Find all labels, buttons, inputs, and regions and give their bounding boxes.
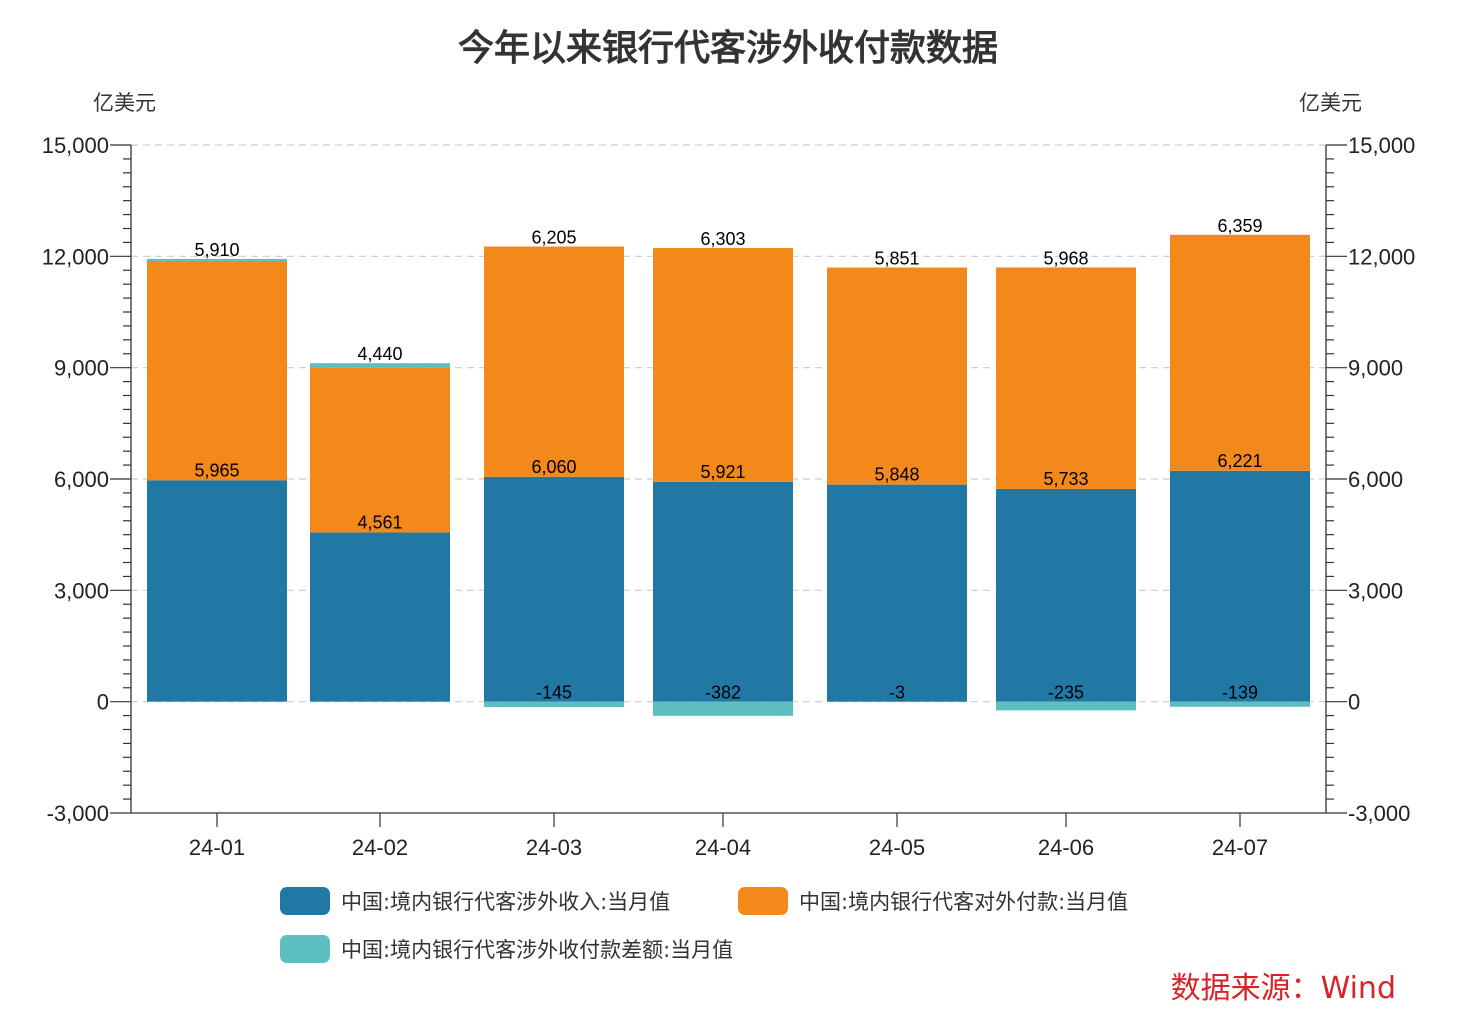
- data-label-diff: -139: [1222, 683, 1258, 703]
- chart-title: 今年以来银行代客涉外收付款数据: [458, 28, 998, 69]
- data-labels: 5,965 5,910 4,561 4,440 6,060 6,205 -145 5,921 6…: [194, 216, 1262, 703]
- bar-payment: [653, 248, 793, 482]
- axes: -3,000 -3,000 0 0 3,000 3,000 6,000 6,000 9,000 9…: [42, 133, 1416, 860]
- y-tick-label-right: 9,000: [1348, 356, 1403, 381]
- data-label-income: 6,221: [1217, 451, 1262, 471]
- legend-label-diff: 中国:境内银行代客涉外收付款差额:当月值: [341, 938, 733, 962]
- legend-label-payment: 中国:境内银行代客对外付款:当月值: [799, 890, 1128, 914]
- y-tick-label-left: 15,000: [42, 133, 109, 158]
- y-tick-label-left: 12,000: [42, 244, 109, 269]
- legend-swatch-income: [280, 887, 330, 915]
- y-tick-label-right: 6,000: [1348, 467, 1403, 492]
- data-label-payment: 5,910: [194, 240, 239, 260]
- bar-diff: [1170, 701, 1310, 707]
- source-note: 数据来源：Wind: [1171, 971, 1396, 1006]
- left-axis-unit: 亿美元: [93, 91, 156, 115]
- x-tick-label: 24-07: [1212, 835, 1268, 860]
- bar-payment: [484, 246, 624, 477]
- data-label-payment: 6,359: [1217, 216, 1262, 236]
- data-label-payment: 5,851: [874, 249, 919, 269]
- bar-diff: [147, 258, 287, 261]
- data-label-diff: -3: [889, 683, 905, 703]
- bar-payment: [1170, 234, 1310, 471]
- bar-payment: [996, 267, 1136, 489]
- bar-income: [996, 488, 1136, 702]
- y-tick-label-right: 0: [1348, 690, 1360, 715]
- bar-diff: [484, 701, 624, 708]
- bar-income: [484, 476, 624, 702]
- x-tick-label: 24-01: [189, 835, 245, 860]
- bar-income: [653, 481, 793, 702]
- bar-income: [827, 484, 967, 702]
- y-tick-label-left: 9,000: [54, 356, 109, 381]
- bar-income: [1170, 470, 1310, 702]
- y-tick-label-right: 15,000: [1348, 133, 1415, 158]
- data-label-diff: -145: [536, 683, 572, 703]
- data-label-income: 5,921: [700, 462, 745, 482]
- bar-payment: [147, 260, 287, 481]
- data-label-payment: 4,440: [357, 344, 402, 364]
- data-label-income: 5,965: [194, 460, 239, 480]
- data-label-payment: 5,968: [1043, 248, 1088, 268]
- bar-payment: [310, 367, 450, 533]
- y-tick-label-right: -3,000: [1348, 801, 1410, 826]
- right-axis-unit: 亿美元: [1299, 91, 1362, 115]
- bar-diff: [310, 363, 450, 368]
- bar-payment: [827, 267, 967, 485]
- y-tick-label-right: 12,000: [1348, 244, 1415, 269]
- data-label-payment: 6,205: [531, 227, 576, 247]
- data-label-income: 5,848: [874, 465, 919, 485]
- legend-label-income: 中国:境内银行代客涉外收入:当月值: [341, 890, 670, 914]
- y-tick-label-right: 3,000: [1348, 578, 1403, 603]
- bars: [147, 234, 1310, 716]
- data-label-payment: 6,303: [700, 229, 745, 249]
- data-label-income: 5,733: [1043, 469, 1088, 489]
- y-tick-label-left: 3,000: [54, 578, 109, 603]
- x-tick-label: 24-06: [1038, 835, 1094, 860]
- legend: 中国:境内银行代客涉外收入:当月值 中国:境内银行代客对外付款:当月值中国:境内银…: [280, 887, 1128, 963]
- data-label-income: 6,060: [531, 457, 576, 477]
- x-tick-label: 24-05: [869, 835, 925, 860]
- y-tick-label-left: -3,000: [47, 801, 109, 826]
- x-tick-label: 24-02: [352, 835, 408, 860]
- y-tick-label-left: 6,000: [54, 467, 109, 492]
- data-label-diff: -382: [705, 683, 741, 703]
- y-tick-label-left: 0: [97, 690, 109, 715]
- x-tick-label: 24-04: [695, 835, 751, 860]
- x-tick-label: 24-03: [526, 835, 582, 860]
- bar-diff: [653, 701, 793, 716]
- data-label-diff: -235: [1048, 683, 1084, 703]
- data-label-income: 4,561: [357, 512, 402, 532]
- legend-swatch-payment: [738, 887, 788, 915]
- legend-swatch-diff: [280, 935, 330, 963]
- bar-income: [310, 532, 450, 702]
- bar-diff: [996, 701, 1136, 711]
- bar-income: [147, 480, 287, 702]
